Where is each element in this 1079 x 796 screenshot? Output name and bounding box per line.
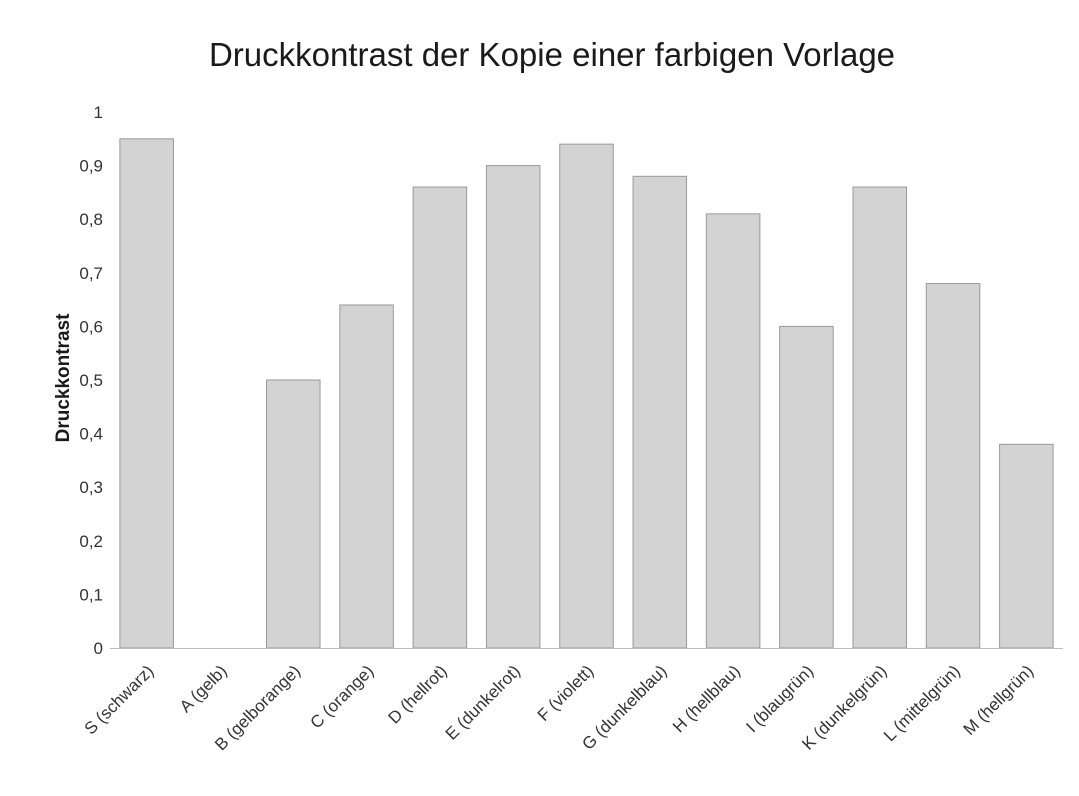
- bar: [412, 186, 468, 649]
- y-tick-label: 0,1: [79, 585, 103, 604]
- y-tick-label: 0,9: [79, 157, 103, 176]
- bar: [266, 379, 321, 649]
- bar: [559, 143, 614, 649]
- x-tick-label: I (blaugrün): [742, 661, 817, 736]
- bar: [339, 304, 394, 649]
- bar: [925, 283, 981, 649]
- y-tick-label: 0: [94, 639, 103, 658]
- y-tick-label: 0,2: [79, 532, 103, 551]
- bar: [779, 325, 834, 649]
- x-tick-label: C (orange): [307, 661, 378, 732]
- y-tick-label: 0,5: [79, 371, 103, 390]
- y-tick-label: 0,6: [79, 317, 103, 336]
- y-tick-label: 0,8: [79, 210, 103, 229]
- y-tick-label: 0,7: [79, 264, 103, 283]
- x-axis-ticks: S (schwarz) A (gelb)B (gelborange) C (oran…: [81, 661, 1038, 754]
- x-tick-label: D (hellrot): [385, 661, 451, 727]
- bar: [852, 186, 907, 649]
- x-tick-label: H (hellblau): [669, 661, 744, 736]
- y-tick-label: 0,4: [79, 425, 103, 444]
- bars: [119, 138, 1054, 649]
- y-axis-ticks: 0 0,1 0,2 0,3 0,4 0,5 0,6 0,7 0,8 0,9 1: [79, 103, 103, 658]
- chart-title: Druckkontrast der Kopie einer farbigen V…: [209, 36, 895, 73]
- bar: [485, 165, 541, 649]
- x-tick-label: S (schwarz): [81, 661, 158, 738]
- x-tick-label: E (dunkelrot): [442, 661, 524, 743]
- bar: [705, 213, 761, 649]
- x-tick-label: L (mittelgrün): [880, 661, 964, 745]
- bar: [632, 175, 688, 649]
- bar: [119, 138, 174, 649]
- y-axis-label: Druckkontrast: [53, 313, 74, 442]
- bar: [999, 443, 1054, 649]
- y-tick-label: 0,3: [79, 478, 103, 497]
- x-tick-label: A (gelb): [176, 661, 231, 716]
- x-tick-label: M (hellgrün): [960, 661, 1038, 739]
- x-tick-label: F (violett): [534, 661, 598, 725]
- y-tick-label: 1: [94, 103, 103, 122]
